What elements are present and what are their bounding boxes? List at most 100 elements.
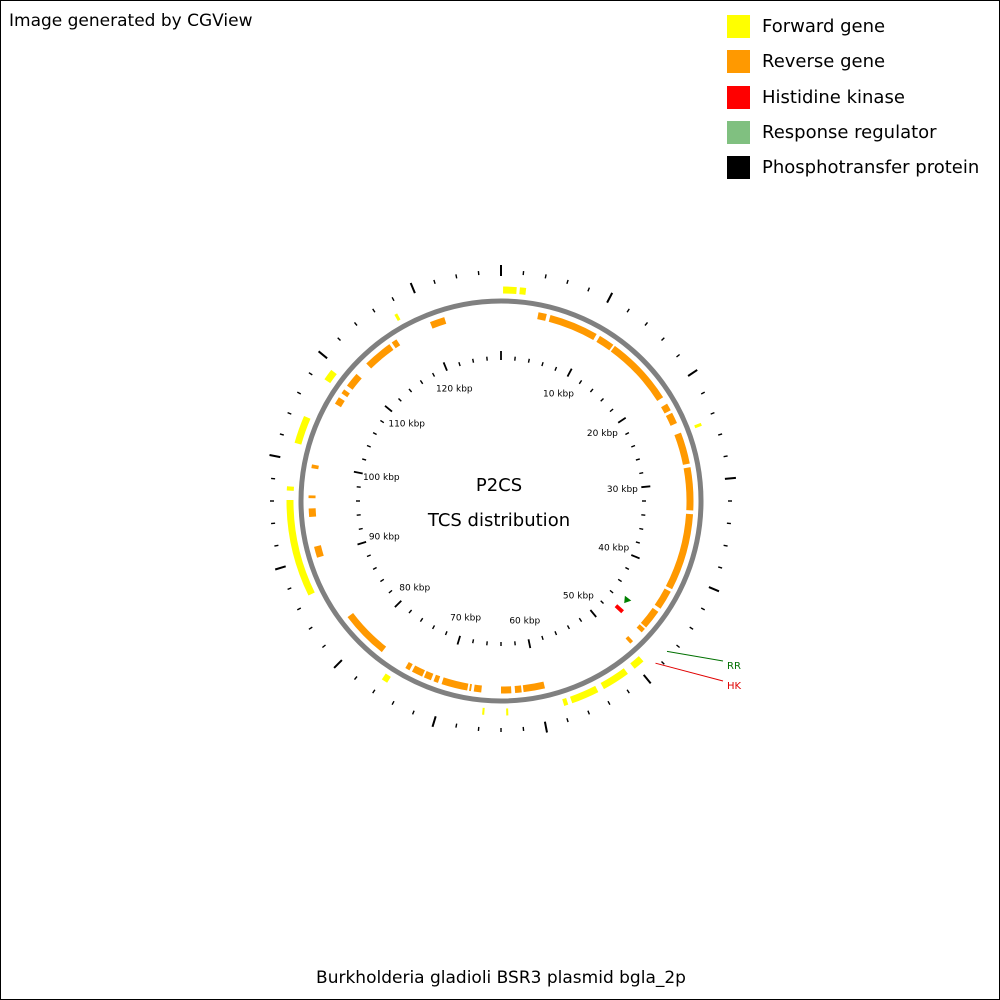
outer-minor-tick (353, 321, 358, 326)
legend-item-forward-gene: Forward gene (727, 9, 979, 44)
ruler-major-tick (357, 541, 367, 546)
feature-callout-label: RR (727, 661, 741, 672)
ruler-minor-tick (388, 589, 393, 594)
outer-minor-tick (287, 411, 292, 415)
ruler-minor-tick (444, 631, 448, 636)
legend-swatch-reverse-gene (727, 50, 750, 74)
ruler-minor-tick (408, 388, 413, 393)
outer-minor-tick (717, 433, 723, 436)
ruler-minor-tick (600, 398, 604, 402)
ruler-minor-tick (366, 554, 371, 558)
outer-minor-tick (544, 274, 547, 279)
forward-gene-arc (381, 673, 391, 683)
ruler-minor-tick (419, 617, 424, 622)
reverse-gene-arc (537, 312, 547, 321)
ruler-label: 100 kbp (363, 473, 400, 483)
legend-swatch-forward-gene (727, 15, 750, 39)
outer-major-tick (317, 350, 328, 360)
reverse-gene-arc (665, 513, 694, 590)
backbone-ring (298, 298, 704, 704)
ruler-label: 110 kbp (388, 420, 425, 430)
outer-major-tick (431, 716, 437, 728)
legend-label: Histidine kinase (762, 86, 905, 108)
legend-swatch-phosphotransfer-protein (727, 156, 750, 180)
legend-item-histidine-kinase: Histidine kinase (727, 80, 979, 115)
legend-item-response-regulator: Response regulator (727, 115, 979, 150)
outer-minor-tick (626, 689, 630, 694)
ruler-minor-tick (372, 566, 377, 571)
outer-minor-tick (279, 433, 285, 436)
ruler-minor-tick (431, 372, 436, 377)
reverse-gene-arc (636, 624, 645, 633)
ruler-minor-tick (472, 639, 475, 644)
ruler-major-tick (456, 635, 461, 645)
forward-gene-arc (562, 698, 569, 706)
outer-minor-tick (710, 411, 715, 415)
ruler-minor-tick (380, 419, 385, 424)
outer-minor-tick (689, 626, 694, 630)
ruler-label: 20 kbp (587, 429, 618, 439)
forward-gene-arc (519, 287, 527, 295)
ruler-minor-tick (625, 566, 630, 571)
reverse-gene-arc (441, 677, 469, 691)
ruler-minor-tick (527, 358, 530, 363)
ruler-minor-tick (380, 578, 385, 583)
ruler-minor-tick (578, 617, 583, 622)
reverse-gene-arc (654, 588, 671, 609)
legend-label: Response regulator (762, 122, 937, 144)
ruler-major-tick (617, 416, 627, 424)
outer-minor-tick (587, 710, 591, 715)
reverse-gene-arc (411, 665, 426, 677)
outer-major-tick (409, 282, 416, 294)
feature-callout-line (666, 650, 724, 662)
forward-gene-arc (694, 422, 702, 429)
reverse-gene-arc (522, 681, 546, 693)
ruler-label: 60 kbp (509, 617, 540, 627)
ruler-minor-tick (554, 631, 558, 636)
ruler-minor-tick (635, 458, 641, 461)
outer-major-tick (606, 292, 614, 304)
outer-major-tick (642, 674, 652, 685)
reverse-gene-arc (311, 464, 319, 470)
outer-major-tick (708, 586, 720, 593)
ruler-minor-tick (398, 398, 402, 402)
outer-minor-tick (308, 372, 313, 376)
legend-item-phosphotransfer-protein: Phosphotransfer protein (727, 150, 979, 185)
ruler-major-tick (527, 639, 532, 649)
outer-minor-tick (337, 337, 341, 341)
outer-minor-tick (626, 308, 630, 313)
ruler-minor-tick (554, 366, 558, 371)
outer-minor-tick (723, 544, 728, 547)
ruler-minor-tick (578, 380, 583, 385)
outer-minor-tick (644, 321, 649, 326)
outer-minor-tick (296, 607, 302, 611)
reverse-gene-arc (665, 412, 677, 426)
reverse-gene-arc (405, 661, 413, 671)
legend-item-reverse-gene: Reverse gene (727, 44, 979, 79)
forward-gene-arc (630, 656, 644, 669)
ruler-minor-tick (458, 361, 461, 367)
ruler-major-tick (394, 600, 402, 608)
reverse-gene-arc (625, 635, 634, 644)
ruler-major-tick (630, 554, 640, 560)
reverse-gene-arc (596, 335, 614, 351)
legend-label: Forward gene (762, 16, 886, 38)
outer-minor-tick (587, 287, 591, 292)
ruler-minor-tick (625, 431, 630, 436)
legend-label: Reverse gene (762, 51, 886, 73)
feature-callout-label: HK (727, 681, 742, 692)
outer-minor-tick (455, 723, 458, 728)
ruler-label: 80 kbp (399, 583, 430, 593)
ruler-label: 70 kbp (450, 614, 481, 624)
reverse-gene-arc (391, 339, 401, 349)
ruler-minor-tick (408, 609, 413, 614)
outer-minor-tick (411, 710, 415, 715)
outer-minor-tick (723, 455, 728, 458)
ruler-minor-tick (600, 600, 604, 604)
outer-minor-tick (296, 391, 302, 395)
outer-major-tick (724, 476, 736, 480)
ruler-major-tick (442, 362, 448, 372)
